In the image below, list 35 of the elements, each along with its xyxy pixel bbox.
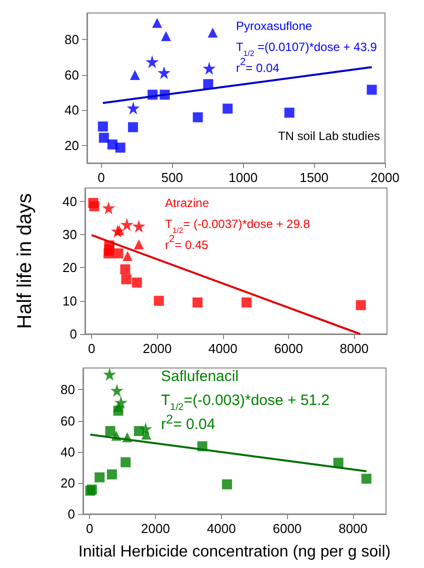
x-tick-label: 2000 — [142, 341, 172, 356]
x-tick-label: 1500 — [300, 170, 329, 185]
x-tick-label: 1000 — [228, 170, 258, 185]
x-tick-label: 0 — [98, 170, 105, 185]
y-tick-label: 0 — [70, 326, 77, 342]
x-axis-title: Initial Herbicide concentration (ng per g soil) — [78, 544, 391, 560]
y-tick-label: 20 — [60, 475, 75, 490]
y-tick-label: 30 — [62, 226, 77, 242]
y-tick-label: 20 — [62, 260, 77, 276]
y-tick-label: 60 — [60, 413, 75, 428]
chart-title: Saflufenacil — [161, 368, 239, 385]
y-axis-title: Half life in days — [14, 193, 36, 329]
x-tick-label: 2000 — [370, 170, 400, 185]
x-tick-label: 0 — [88, 341, 96, 356]
y-tick-label: 20 — [64, 138, 79, 153]
y-tick-label: 60 — [64, 67, 79, 82]
x-tick-label: 2000 — [140, 521, 170, 536]
x-tick-label: 4000 — [208, 341, 238, 356]
y-tick-label: 40 — [62, 194, 77, 209]
y-tick-label: 0 — [68, 506, 75, 522]
text: TN soil Lab studies — [278, 129, 380, 143]
y-tick-label: 40 — [64, 102, 79, 118]
y-tick-label: 80 — [64, 32, 79, 47]
x-tick-label: 4000 — [206, 521, 236, 536]
y-tick-label: 80 — [60, 382, 75, 398]
x-tick-label: 6000 — [274, 341, 303, 356]
x-tick-label: 0 — [86, 521, 94, 536]
y-tick-label: 40 — [60, 444, 75, 460]
x-tick-label: 6000 — [272, 521, 302, 536]
y-tick-label: 10 — [62, 293, 77, 308]
x-tick-label: 500 — [161, 170, 183, 185]
text: Atrazine — [165, 196, 210, 210]
text: Pyroxasuflone — [236, 19, 312, 33]
x-tick-label: 8000 — [338, 521, 368, 536]
x-tick-label: 8000 — [340, 341, 369, 356]
